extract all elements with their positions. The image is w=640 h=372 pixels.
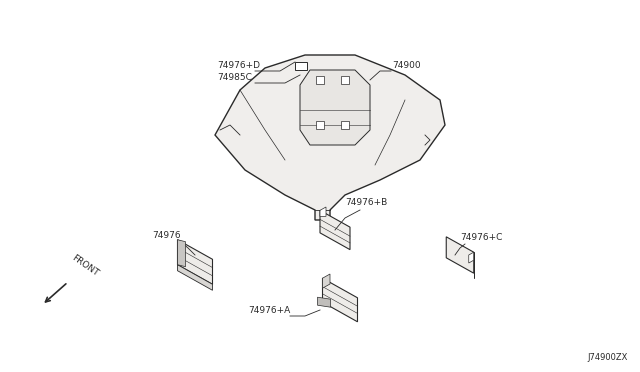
Polygon shape (341, 76, 349, 84)
Polygon shape (316, 121, 324, 129)
Text: 74976+A: 74976+A (248, 306, 291, 315)
Polygon shape (295, 62, 307, 70)
Polygon shape (177, 265, 212, 290)
Polygon shape (177, 240, 212, 284)
Text: 74976+B: 74976+B (345, 198, 387, 207)
Text: 74976: 74976 (152, 231, 180, 240)
Polygon shape (323, 278, 358, 322)
Polygon shape (320, 207, 326, 217)
Polygon shape (316, 76, 324, 84)
Polygon shape (215, 55, 445, 220)
Text: 74900: 74900 (392, 61, 420, 70)
Text: 74976+D: 74976+D (217, 61, 260, 70)
Text: 74976+C: 74976+C (460, 233, 502, 242)
Polygon shape (446, 237, 474, 273)
Text: 74985C: 74985C (217, 73, 252, 82)
Polygon shape (341, 121, 349, 129)
Polygon shape (468, 252, 474, 263)
Text: FRONT: FRONT (70, 253, 100, 278)
Polygon shape (300, 70, 370, 145)
Polygon shape (323, 274, 330, 288)
Polygon shape (317, 297, 330, 307)
Polygon shape (177, 240, 186, 267)
Text: J74900ZX: J74900ZX (588, 353, 628, 362)
Polygon shape (320, 210, 350, 250)
